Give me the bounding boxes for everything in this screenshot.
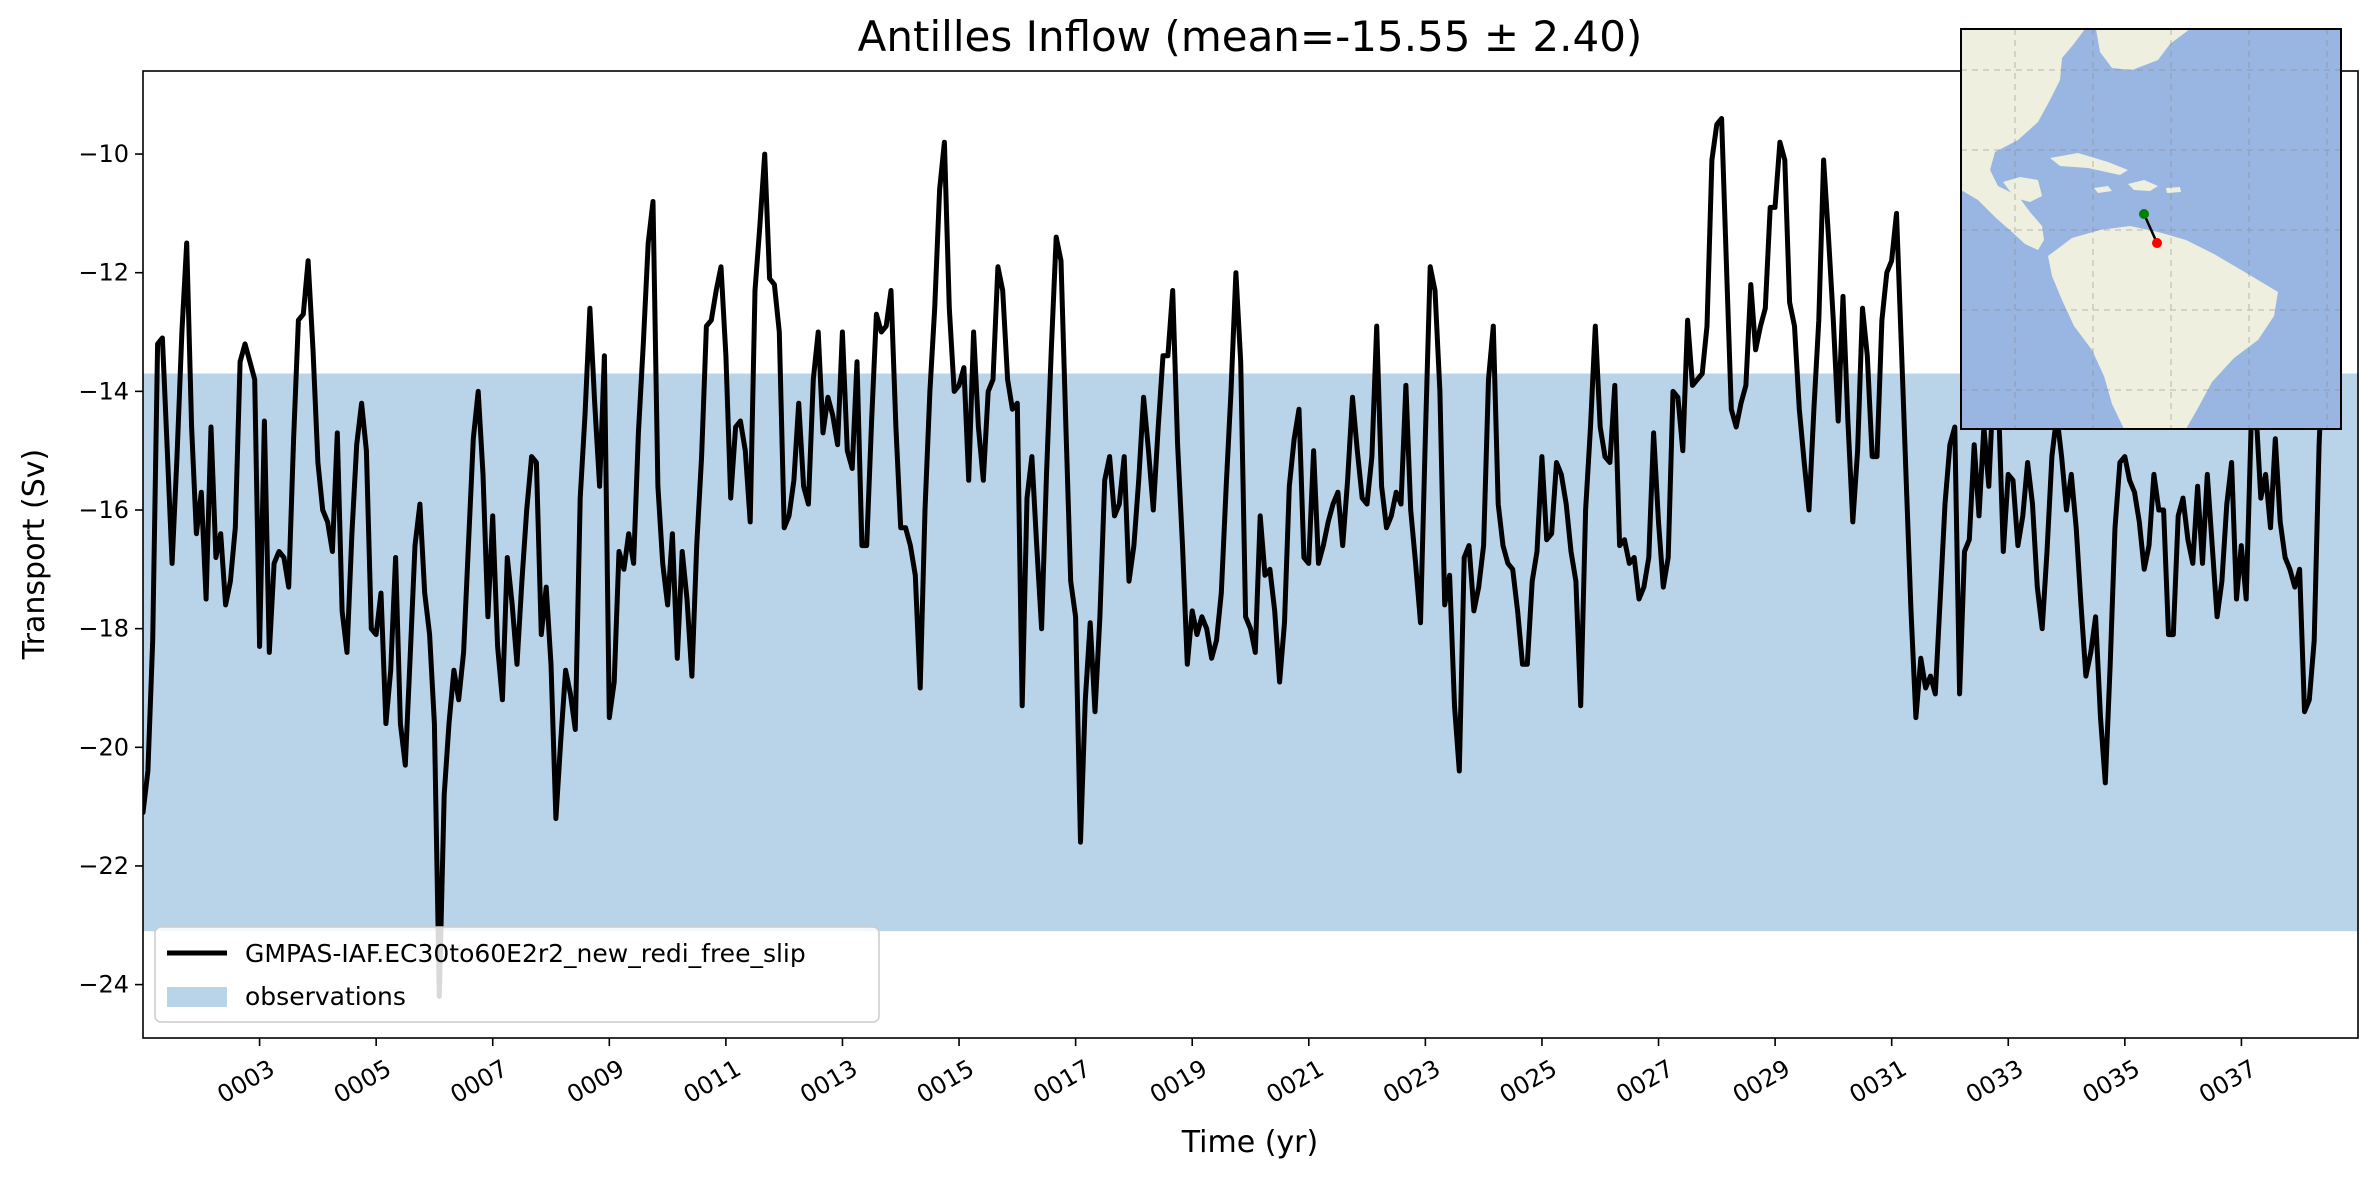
y-axis-label: Transport (Sv) [17,449,52,661]
legend-patch-swatch [167,987,227,1007]
yucatan-landmass [2003,177,2042,202]
y-tick-label: −20 [78,733,129,761]
x-tick-label: 0007 [446,1054,513,1109]
jamaica-landmass [2094,186,2112,193]
series-line [143,116,2337,999]
x-tick-label: 0027 [1611,1054,1678,1109]
hispaniola-landmass [2128,180,2158,191]
x-tick-label: 0033 [1961,1054,2028,1109]
x-tick-label: 0017 [1029,1054,1096,1109]
north-america-east-landmass [2096,29,2190,70]
section-line [2142,213,2159,244]
inset-map-frame [1960,28,2342,430]
y-axis: −24 −22 −20 −18 −16 −14 −12 −10 [78,140,143,999]
x-tick-label: 0029 [1728,1054,1795,1109]
inset-map [1960,28,2342,430]
x-tick-label: 0021 [1262,1054,1329,1109]
legend-label-model: GMPAS-IAF.EC30to60E2r2_new_redi_free_sli… [245,939,806,968]
observations-band [143,373,2358,932]
plot-frame [142,70,2359,1039]
x-axis-label: Time (yr) [1181,1125,1318,1160]
south-america-landmass [2048,226,2278,429]
legend-frame [154,926,880,1023]
x-tick-label: 0015 [912,1054,979,1109]
observations-band-group [143,373,2358,932]
y-tick-label: −12 [78,259,129,287]
x-tick-label: 0025 [1495,1054,1562,1109]
cuba-landmass [2050,153,2128,175]
section-start-marker [2139,209,2149,219]
x-tick-label: 0013 [795,1054,862,1109]
x-tick-label: 0009 [562,1054,629,1109]
x-tick-label: 0005 [329,1054,396,1109]
series-line-group [143,116,2337,999]
x-tick-label: 0037 [2194,1054,2261,1109]
x-tick-label: 0019 [1145,1054,1212,1109]
x-tick-label: 0023 [1378,1054,1445,1109]
x-tick-label: 0011 [679,1054,746,1109]
x-axis: 0003 0005 0007 0009 0011 0013 0015 0017 0019 0021… [212,1038,2261,1109]
north-america-landmass [1961,29,2085,250]
legend-label-observations: observations [245,982,406,1011]
puerto-rico-landmass [2166,187,2181,193]
y-tick-label: −10 [78,140,129,168]
y-tick-label: −16 [78,496,129,524]
y-tick-label: −22 [78,852,129,880]
y-tick-label: −18 [78,615,129,643]
map-land [1961,29,2278,429]
x-tick-label: 0035 [2078,1054,2145,1109]
y-tick-label: −24 [78,971,129,999]
x-tick-label: 0031 [1845,1054,1912,1109]
chart-title: Antilles Inflow (mean=-15.55 ± 2.40) [858,12,1643,61]
legend: GMPAS-IAF.EC30to60E2r2_new_redi_free_sli… [154,926,880,1023]
x-tick-label: 0003 [212,1054,279,1109]
y-tick-label: −14 [78,377,129,405]
section-end-marker [2152,238,2162,248]
